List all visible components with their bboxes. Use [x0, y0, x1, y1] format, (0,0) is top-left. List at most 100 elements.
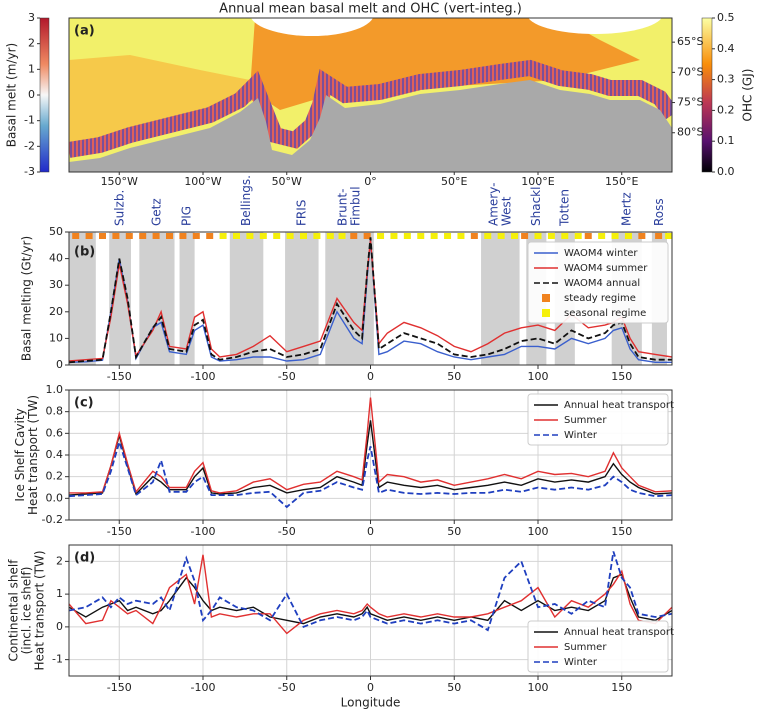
lat-label: 75°S [677, 96, 703, 109]
legend-label: WAOM4 summer [564, 263, 648, 274]
region-label: Sulzb. [113, 190, 127, 226]
x-tick-label: 150 [611, 681, 632, 694]
data-line [68, 239, 672, 363]
regime-marker [403, 233, 411, 239]
regime-marker [259, 233, 267, 239]
regime-marker [655, 233, 663, 239]
colorbar-label: Basal melt (m/yr) [5, 43, 19, 147]
y-tick-label: 2 [56, 554, 63, 567]
y-tick-label: 0.2 [46, 470, 64, 483]
legend-swatch [542, 309, 550, 317]
regime-marker [484, 233, 492, 239]
regime-marker [350, 233, 358, 239]
regime-marker [430, 233, 438, 239]
ice-shelf-region [229, 232, 264, 365]
colorbar-tick-label: 0 [28, 88, 35, 101]
regime-marker [273, 233, 281, 239]
data-line [68, 438, 673, 509]
colorbar-tick-label: 2 [28, 37, 35, 50]
x-tick-label: 0 [367, 525, 374, 538]
regime-marker [206, 233, 214, 239]
colorbar-tick-label: 0.4 [717, 42, 735, 55]
region-label: PIG [180, 206, 194, 226]
region-label: Fimbul [349, 186, 363, 226]
regime-marker [574, 233, 582, 239]
lon-label: 150°W [101, 175, 138, 188]
colorbar-tick-label: 0.0 [717, 165, 735, 178]
lon-label: 150°E [605, 175, 638, 188]
region-label: Ross [652, 198, 666, 226]
legend-label: WAOM4 winter [564, 248, 638, 259]
x-tick-label: 50 [447, 681, 461, 694]
colorbar-tick-label: 3 [28, 11, 35, 24]
regime-marker [179, 233, 187, 239]
y-tick-label: -0.2 [42, 513, 63, 526]
regime-marker [152, 233, 160, 239]
ice-shelf-region [325, 232, 374, 365]
colorbar-ohc [701, 17, 713, 173]
x-tick-label: 0 [367, 681, 374, 694]
region-label: West [499, 196, 513, 226]
y-tick-label: 0.0 [46, 491, 64, 504]
x-tick-label: -50 [278, 525, 296, 538]
x-tick-label: -100 [191, 525, 216, 538]
plot-frame [68, 231, 673, 366]
y-tick-label: 40 [49, 252, 63, 265]
panel-label: (d) [74, 551, 95, 566]
legend-box [527, 620, 669, 673]
regime-marker [112, 233, 120, 239]
region-label: Amery- [486, 183, 500, 226]
region-label: Brunt- [336, 189, 350, 226]
axis-label: Heat transport (TW) [33, 550, 47, 670]
regime-marker [300, 233, 307, 239]
lat-label: 80°S [677, 126, 703, 139]
x-tick-label: 150 [611, 370, 632, 383]
colorbar-tick-label: -2 [24, 139, 35, 152]
regime-marker [286, 233, 294, 239]
regime-marker [125, 233, 133, 239]
x-tick-label: 100 [528, 525, 549, 538]
data-line [68, 237, 672, 364]
colorbar-tick-label: 0.2 [717, 103, 735, 116]
regime-marker [246, 233, 254, 239]
legend-label: Summer [564, 642, 607, 653]
axis-label: (incl. ice shelf) [20, 567, 34, 655]
lon-label: 100°W [184, 175, 221, 188]
ice-shelf-region [285, 232, 319, 365]
colorbar-label: OHC (GJ) [741, 69, 755, 122]
regime-marker [534, 233, 542, 239]
region-label: Shackl. [529, 183, 543, 226]
y-tick-label: 50 [49, 225, 63, 238]
regime-marker [497, 233, 505, 239]
regime-marker [85, 233, 93, 239]
map-edge [528, 18, 662, 34]
region-label: Totten [557, 189, 571, 227]
map [69, 18, 672, 172]
regime-marker [99, 233, 106, 239]
legend-label: steady regime [564, 293, 636, 304]
legend-label: Winter [564, 657, 598, 668]
data-line [68, 554, 673, 635]
lon-label: 50°W [272, 175, 302, 188]
x-tick-label: 100 [528, 370, 549, 383]
lon-label: 50°E [441, 175, 467, 188]
region-label: Mertz [619, 192, 633, 226]
ice-shelf-melt [69, 59, 672, 158]
legend-label: Annual heat transport [564, 627, 674, 638]
y-tick-label: 0 [56, 358, 63, 371]
axis-label: Basal melting (Gt/yr) [20, 236, 34, 361]
legend-label: Winter [564, 430, 598, 441]
colorbar-tick-label: -3 [24, 165, 35, 178]
colorbar-tick-label: 0.5 [717, 11, 735, 24]
lon-label: 100°E [521, 175, 554, 188]
regime-marker [72, 233, 80, 239]
colorbar-tick-label: 1 [28, 62, 35, 75]
land [69, 80, 672, 172]
regime-marker [470, 233, 478, 239]
regime-marker [457, 233, 465, 239]
region-label: FRIS [294, 200, 308, 226]
legend-box [527, 393, 669, 446]
axis-label: Heat transport (TW) [26, 395, 40, 515]
regime-marker [363, 233, 371, 239]
